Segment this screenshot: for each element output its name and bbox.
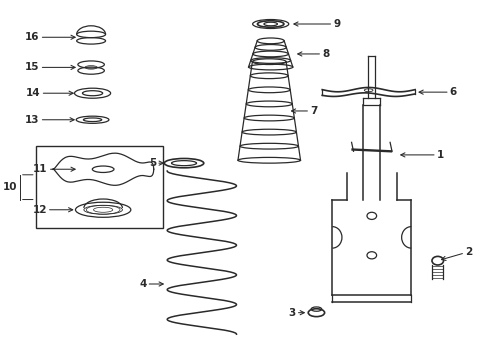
Text: 6: 6 — [418, 87, 456, 97]
Text: 13: 13 — [25, 115, 74, 125]
Text: 9: 9 — [293, 19, 340, 29]
Text: 7: 7 — [291, 106, 317, 116]
Text: 5: 5 — [148, 158, 163, 168]
Text: 15: 15 — [25, 62, 75, 72]
Text: 1: 1 — [400, 150, 443, 160]
Text: 16: 16 — [25, 32, 75, 42]
Bar — [36, 146, 163, 228]
Text: 12: 12 — [32, 205, 73, 215]
Text: 11: 11 — [33, 164, 75, 174]
Text: 8: 8 — [297, 49, 329, 59]
Text: 10: 10 — [3, 182, 18, 192]
Text: 14: 14 — [26, 88, 73, 98]
Text: 4: 4 — [139, 279, 163, 289]
Text: 3: 3 — [288, 308, 304, 318]
Text: 2: 2 — [441, 247, 471, 260]
